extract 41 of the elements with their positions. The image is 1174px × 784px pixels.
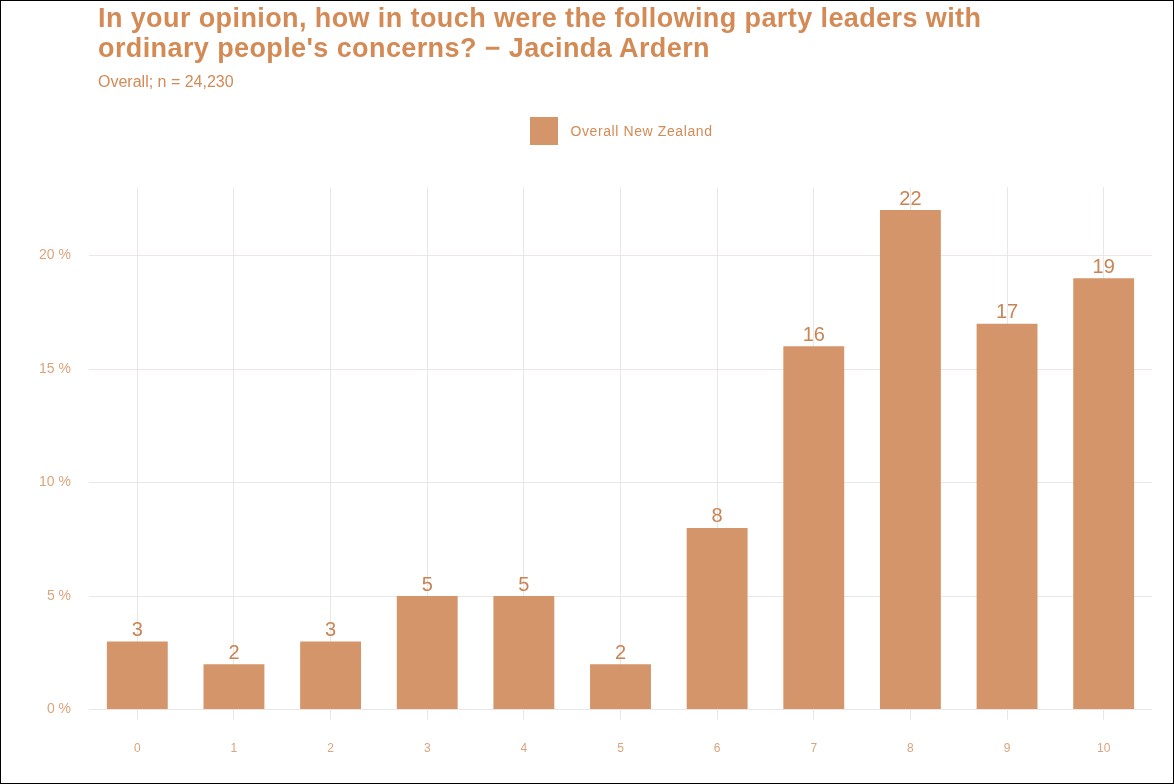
bar <box>106 641 168 710</box>
x-tick-label: 1 <box>230 741 238 756</box>
bar <box>590 664 651 710</box>
x-tick-label: 8 <box>907 741 915 756</box>
x-tick-label: 0 <box>133 741 141 756</box>
bar <box>879 210 941 710</box>
data-label: 5 <box>518 572 530 595</box>
chart-subtitle: Overall; n = 24,230 <box>98 73 234 91</box>
data-label: 2 <box>228 640 240 663</box>
chart-title: In your opinion, how in touch were the following party leaders with ordinary people's concerns? − Jacinda Ardern <box>98 3 983 63</box>
data-label: 16 <box>802 322 825 345</box>
data-label: 3 <box>131 618 143 640</box>
bar <box>493 596 555 710</box>
data-label: 2 <box>614 640 627 663</box>
bar <box>976 323 1038 710</box>
y-tick-label: 10 % <box>39 473 71 490</box>
x-tick-label: 5 <box>617 741 625 756</box>
y-tick-label: 0 % <box>46 700 71 717</box>
x-tick-label: 6 <box>713 741 721 756</box>
x-tick-label: 7 <box>810 741 818 756</box>
y-tick-label: 15 % <box>39 359 71 376</box>
legend-label: Overall New Zealand <box>570 123 713 139</box>
x-tick-label: 3 <box>423 741 431 756</box>
x-tick-label: 10 <box>1097 741 1111 756</box>
data-label: 22 <box>899 186 922 209</box>
y-tick-label: 5 % <box>46 586 71 603</box>
x-tick-label: 4 <box>520 741 528 756</box>
bar <box>203 664 265 710</box>
data-label: 19 <box>1092 254 1115 277</box>
bar <box>300 641 362 710</box>
bar <box>783 346 845 710</box>
data-label: 8 <box>711 504 723 527</box>
y-tick-label: 20 % <box>39 246 71 263</box>
data-label: 17 <box>995 300 1019 323</box>
bar <box>1073 278 1135 710</box>
data-label: 3 <box>325 618 337 640</box>
data-label: 5 <box>421 572 433 595</box>
x-tick-label: 9 <box>1003 741 1011 756</box>
x-tick-label: 2 <box>327 741 335 756</box>
bar <box>686 527 748 710</box>
bar <box>396 596 458 710</box>
